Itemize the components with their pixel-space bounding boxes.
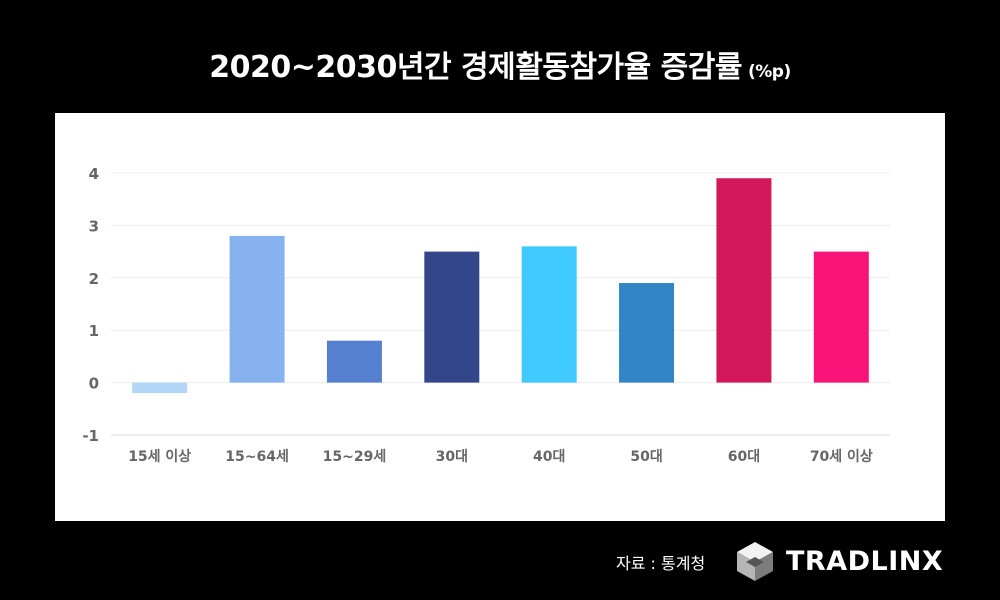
x-tick-label: 15세 이상 <box>128 448 191 465</box>
y-tick-label: 1 <box>89 322 99 340</box>
chart-unit: (%p) <box>747 62 791 82</box>
y-tick-label: 0 <box>89 375 99 393</box>
bar <box>326 340 382 383</box>
bar <box>229 235 285 383</box>
x-tick-label: 15~29세 <box>323 449 387 465</box>
source-note: 자료 : 통계청 <box>616 554 706 573</box>
x-tick-label: 30대 <box>436 449 468 465</box>
x-tick-label: 15~64세 <box>225 449 289 465</box>
y-tick-label: 3 <box>89 217 99 235</box>
chart-title: 2020~2030년간 경제활동참가율 증감률 (%p) <box>0 42 1000 86</box>
y-tick-label: -1 <box>82 427 99 445</box>
brand-name: TRADLINX <box>786 545 944 577</box>
bar <box>424 251 480 383</box>
x-tick-label: 60대 <box>728 449 760 465</box>
bar <box>521 246 577 383</box>
bar <box>619 283 675 383</box>
chart-panel: 4 3 2 1 0 -1 15세 이상 15~64세 15~29세 30대 40대 50대 60대 70… <box>55 113 945 521</box>
bar <box>132 382 188 394</box>
bar-chart: 4 3 2 1 0 -1 15세 이상 15~64세 15~29세 30대 40대 50대 60대 70… <box>82 165 890 465</box>
x-tick-label: 40대 <box>533 449 565 465</box>
y-tick-label: 4 <box>89 165 99 183</box>
y-tick-label: 2 <box>89 270 99 288</box>
bar <box>716 178 772 383</box>
chart-title-text: 2020~2030년간 경제활동참가율 증감률 <box>209 50 742 85</box>
bar <box>813 251 869 383</box>
x-tick-label: 70세 이상 <box>810 448 873 465</box>
cube-logo-icon <box>737 542 773 581</box>
brand-logo: TRADLINX <box>734 540 943 582</box>
x-tick-label: 50대 <box>630 449 662 465</box>
